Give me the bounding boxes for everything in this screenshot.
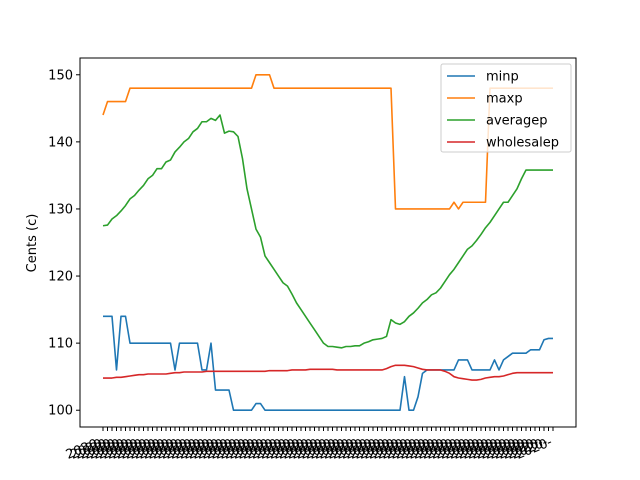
series-line-averagep	[102, 114, 553, 349]
y-tick-label: 110	[48, 337, 73, 352]
legend-label-wholesalep: wholesalep	[486, 136, 559, 151]
y-tick-label: 140	[48, 135, 73, 150]
legend-label-maxp: maxp	[486, 92, 523, 107]
legend-label-minp: minp	[486, 70, 519, 85]
legend: minp maxp averagep wholesalep	[440, 63, 572, 153]
y-tick-label: 100	[48, 404, 73, 419]
series-layer	[102, 73, 553, 412]
legend-box	[440, 63, 572, 153]
y-axis-title: Cents (c)	[25, 214, 40, 273]
series-line-minp	[103, 315, 553, 412]
x-axis: 2020-2020-2020-2020-2020-2020-2020-2020-…	[64, 427, 555, 463]
y-tick-label: 120	[48, 270, 73, 285]
y-tick-label: 130	[48, 202, 73, 217]
y-tick-label: 150	[48, 68, 73, 83]
y-axis: 100 110 120 130 140 150	[48, 68, 80, 419]
series-line-wholesalep	[103, 364, 553, 381]
legend-label-averagep: averagep	[486, 114, 547, 129]
series-line-maxp	[102, 73, 553, 210]
